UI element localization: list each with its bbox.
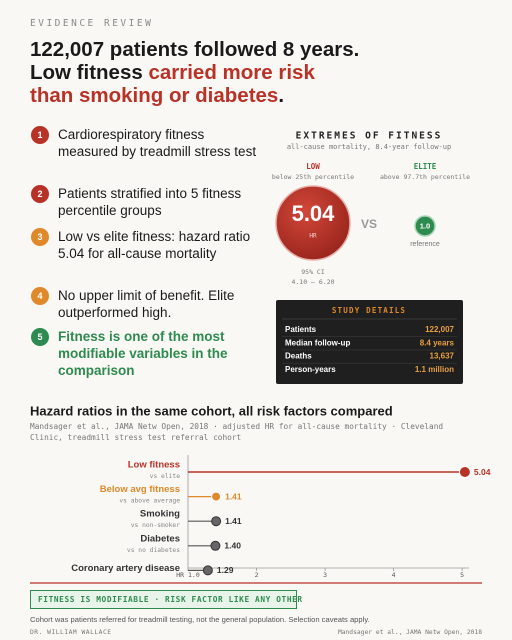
panel-title: EXTREMES OF FITNESS (296, 131, 443, 142)
low-value: 5.04 (292, 201, 336, 226)
value-label: 1.41 (225, 516, 242, 526)
details-value: 8.4 years (420, 338, 455, 347)
ci-range: 4.10 – 6.20 (291, 278, 334, 286)
details-value: 1.1 million (415, 365, 454, 374)
point-badge (31, 228, 49, 246)
details-label: Deaths (285, 352, 312, 361)
row-label: Low fitness (128, 460, 180, 471)
point-number: 2 (37, 189, 42, 199)
row-sublabel: vs elite (150, 473, 181, 480)
row-sublabel: vs no diabetes (127, 547, 180, 554)
value-label: 1.40 (224, 541, 241, 551)
headline: 122,007 patients followed 8 years. Low f… (30, 38, 490, 107)
row-label: Coronary artery disease (71, 563, 180, 574)
point-badge (31, 185, 49, 203)
x-tick-label: HR 1.0 (176, 571, 200, 579)
headline-part: . (278, 84, 285, 107)
x-tick-label: 5 (460, 571, 464, 579)
source: Mandsager et al., JAMA Netw Open, 2018 (338, 629, 482, 636)
details-label: Median follow-up (285, 338, 350, 347)
ci-label: 95% CI (301, 268, 325, 276)
details-value: 122,007 (425, 325, 454, 334)
row-label: Below avg fitness (100, 484, 180, 495)
point-badge (31, 328, 49, 346)
point-text: Cardiorespiratory fitness measured by tr… (58, 127, 257, 159)
panel-subtitle: all-cause mortality, 8.4-year follow-up (287, 143, 451, 151)
point-text: No upper limit of benefit. Elite outperf… (58, 288, 235, 320)
headline-highlight: than smoking or diabetes (30, 84, 279, 107)
banner-text: FITNESS IS MODIFIABLE · RISK FACTOR LIKE… (38, 595, 303, 604)
point-number: 1 (37, 130, 42, 140)
point-number: 5 (37, 332, 42, 342)
point-text: Patients stratified into 5 fitness perce… (58, 186, 242, 218)
lollipop-dot (210, 540, 221, 551)
low-unit: HR (309, 233, 317, 240)
headline-part: 122,007 patients followed 8 years. (30, 38, 360, 61)
vs: VS (361, 217, 377, 231)
point-number: 3 (37, 232, 42, 242)
lollipop-dot (458, 466, 471, 478)
elite-label: ELITE (414, 162, 437, 171)
details-title: STUDY DETAILS (332, 306, 406, 315)
value-label: 1.41 (225, 491, 242, 501)
author: DR. WILLIAM WALLACE (30, 629, 112, 636)
row-label: Smoking (140, 509, 180, 520)
headline-part: Low fitness (30, 61, 149, 84)
headline-highlight: carried more risk (148, 61, 315, 84)
low-circle (275, 185, 351, 261)
point-badge (31, 287, 49, 305)
x-tick-label: 3 (323, 571, 327, 579)
banner-box (30, 590, 297, 609)
point-text: Low vs elite fitness: hazard ratio 5.04 … (58, 229, 251, 261)
low-label: LOW (306, 162, 320, 171)
kicker: EVIDENCE REVIEW (30, 18, 154, 29)
lollipop-dot (202, 565, 213, 576)
row-sublabel: vs above average (119, 498, 180, 505)
lollipop-dot (211, 516, 222, 527)
low-sub: below 25th percentile (272, 173, 354, 181)
details-value: 13,637 (430, 352, 455, 361)
row-sublabel: vs non-smoker (131, 522, 180, 529)
chart-subtitle: Mandsager et al., JAMA Netw Open, 2018 ·… (30, 422, 444, 442)
value-label: 1.29 (217, 565, 234, 575)
elite-value: 1.0 (420, 221, 430, 230)
value-label: 5.04 (474, 467, 491, 477)
details-label: Person-years (285, 365, 336, 374)
elite-sub: above 97.7th percentile (380, 173, 470, 181)
point-number: 4 (37, 291, 42, 301)
chart-title: Hazard ratios in the same cohort, all ri… (30, 403, 393, 418)
elite-circle (414, 215, 436, 237)
point-text: Fitness is one of the most modifiable va… (58, 329, 228, 378)
details-label: Patients (285, 325, 317, 334)
x-tick-label: 4 (392, 571, 396, 579)
elite-note: reference (410, 241, 440, 248)
point-badge (31, 126, 49, 144)
lollipop-dot (211, 491, 222, 502)
footnote: Cohort was patients referred for treadmi… (30, 615, 370, 624)
row-label: Diabetes (140, 533, 180, 544)
x-tick-label: 2 (255, 571, 259, 579)
